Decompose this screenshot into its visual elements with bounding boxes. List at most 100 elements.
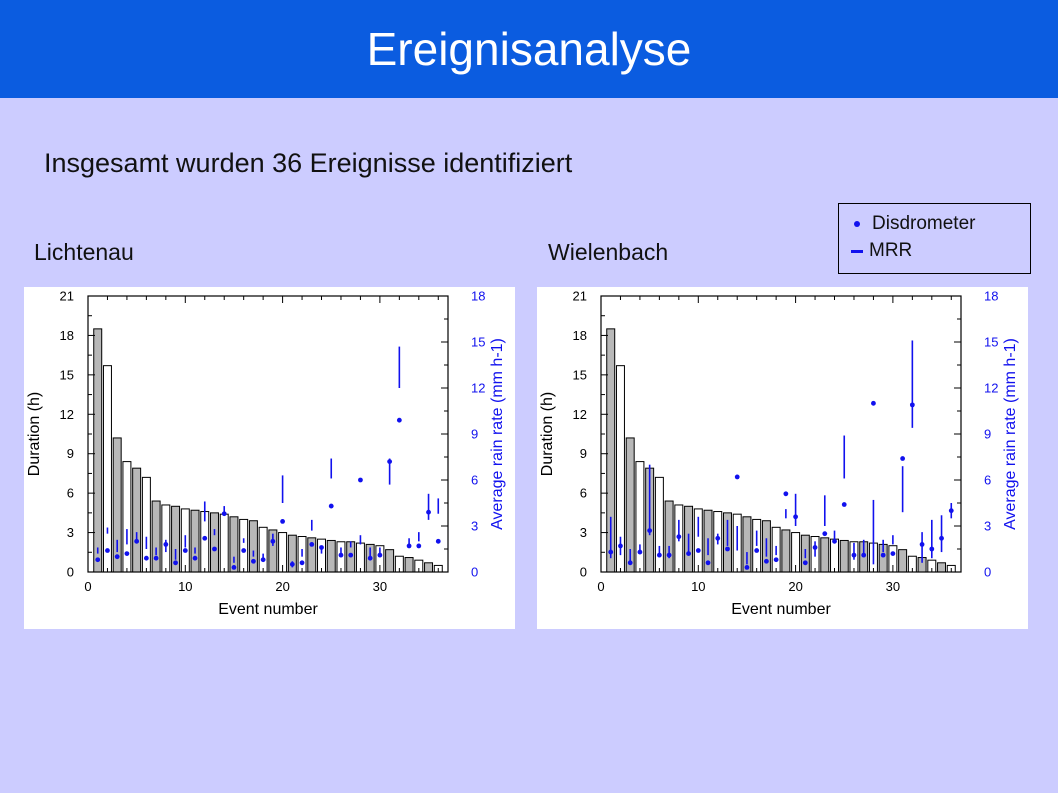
disdrometer-point xyxy=(890,551,896,556)
disdrometer-point xyxy=(822,531,828,537)
disdrometer-point xyxy=(387,459,393,464)
duration-bar xyxy=(355,542,365,573)
disdrometer-point xyxy=(929,546,935,552)
disdrometer-point xyxy=(939,535,944,541)
y-tick-label: 3 xyxy=(67,525,74,540)
disdrometer-point xyxy=(666,552,672,558)
disdrometer-point xyxy=(309,542,315,547)
x-tick-label: 10 xyxy=(691,579,705,594)
disdrometer-point xyxy=(783,491,789,497)
duration-bar xyxy=(239,518,249,573)
disdrometer-point xyxy=(260,557,266,563)
y2-tick-label: 6 xyxy=(471,473,478,488)
disdrometer-point xyxy=(221,511,227,517)
duration-bar xyxy=(219,513,229,573)
disdrometer-point xyxy=(841,502,847,507)
x-tick-label: 0 xyxy=(597,579,604,594)
disdrometer-point xyxy=(851,552,857,558)
y-tick-label: 9 xyxy=(67,446,74,461)
disdrometer-point xyxy=(880,552,886,558)
dot-marker-icon xyxy=(854,221,860,227)
duration-bar xyxy=(102,365,112,573)
duration-bar xyxy=(326,539,336,573)
disdrometer-point xyxy=(153,555,159,561)
x-axis-label: Event number xyxy=(218,601,318,618)
disdrometer-point xyxy=(627,560,633,566)
disdrometer-point xyxy=(656,552,662,558)
x-tick-label: 30 xyxy=(886,579,900,594)
y2-axis-label: Average rain rate (mm h-1) xyxy=(489,338,506,530)
x-axis-label: Event number xyxy=(731,601,831,618)
disdrometer-point xyxy=(173,560,178,566)
disdrometer-point xyxy=(114,554,120,560)
disdrometer-point xyxy=(319,545,324,550)
duration-bar xyxy=(654,476,664,573)
duration-bar xyxy=(161,504,171,573)
disdrometer-point xyxy=(715,535,721,541)
duration-bar xyxy=(385,549,395,573)
disdrometer-point xyxy=(212,546,217,552)
bar-marker-icon xyxy=(851,249,863,253)
disdrometer-point xyxy=(289,561,295,567)
disdrometer-point xyxy=(802,560,808,566)
duration-bar xyxy=(210,512,219,573)
y-tick-label: 12 xyxy=(60,407,74,422)
subtitle: Insgesamt wurden 36 Ereignisse identifiz… xyxy=(44,148,573,178)
disdrometer-point xyxy=(202,535,208,541)
x-tick-label: 20 xyxy=(788,579,802,594)
y2-tick-label: 9 xyxy=(471,427,478,442)
y2-tick-label: 15 xyxy=(984,335,998,350)
disdrometer-point xyxy=(725,546,730,552)
disdrometer-point xyxy=(328,503,334,509)
duration-bar xyxy=(151,500,161,573)
duration-bar xyxy=(258,526,268,573)
legend-label: MRR xyxy=(869,240,913,261)
duration-bar xyxy=(229,516,239,573)
disdrometer-point xyxy=(143,555,149,561)
y-tick-label: 15 xyxy=(573,367,587,382)
disdrometer-point xyxy=(241,548,247,553)
legend-item-mrr: MRR xyxy=(851,240,912,262)
duration-bar xyxy=(317,538,326,573)
y2-tick-label: 12 xyxy=(984,381,998,396)
y2-axis-label: Average rain rate (mm h-1) xyxy=(1002,338,1019,530)
chart-title-wielenbach: Wielenbach xyxy=(548,239,669,265)
y2-tick-label: 18 xyxy=(984,289,998,304)
chart-wielenbach: 0 10 20 30 0 3 6 9 12 15 18 21 0 3 6 9 12 15 18 Event numbe… xyxy=(539,289,1019,619)
disdrometer-point xyxy=(231,565,237,570)
y-tick-label: 18 xyxy=(60,328,74,343)
y-tick-label: 21 xyxy=(60,289,74,304)
disdrometer-point xyxy=(280,519,285,524)
y-tick-label: 12 xyxy=(573,407,587,422)
duration-bar xyxy=(781,529,791,573)
disdrometer-point xyxy=(396,417,402,423)
y-tick-label: 6 xyxy=(67,486,74,501)
disdrometer-point xyxy=(764,558,769,564)
y2-tick-label: 6 xyxy=(984,473,991,488)
x-tick-label: 10 xyxy=(178,579,192,594)
duration-bar xyxy=(132,467,142,573)
title-bar: Ereignisanalyse xyxy=(0,0,1058,98)
disdrometer-point xyxy=(358,477,363,483)
disdrometer-point xyxy=(618,543,623,549)
duration-bar xyxy=(424,562,434,573)
disdrometer-point xyxy=(637,549,643,555)
disdrometer-point xyxy=(416,543,422,549)
disdrometer-point xyxy=(705,560,711,566)
disdrometer-point xyxy=(793,514,798,520)
disdrometer-point xyxy=(734,474,740,480)
disdrometer-point xyxy=(348,552,354,558)
y-tick-label: 9 xyxy=(580,446,587,461)
y-tick-label: 21 xyxy=(573,289,587,304)
disdrometer-point xyxy=(95,557,101,563)
disdrometer-point xyxy=(773,557,779,563)
chart-panel-lichtenau: 0 10 20 30 0 3 6 9 12 15 18 21 0 3 6 9 12 15 18 Event numbe… xyxy=(24,287,515,629)
x-tick-label: 0 xyxy=(84,579,91,594)
disdrometer-point xyxy=(299,560,305,566)
disdrometer-point xyxy=(270,538,276,544)
disdrometer-point xyxy=(948,508,954,514)
y-tick-label: 0 xyxy=(580,565,587,580)
x-tick-label: 30 xyxy=(373,579,387,594)
disdrometer-point xyxy=(251,558,256,564)
disdrometer-point xyxy=(919,542,925,547)
